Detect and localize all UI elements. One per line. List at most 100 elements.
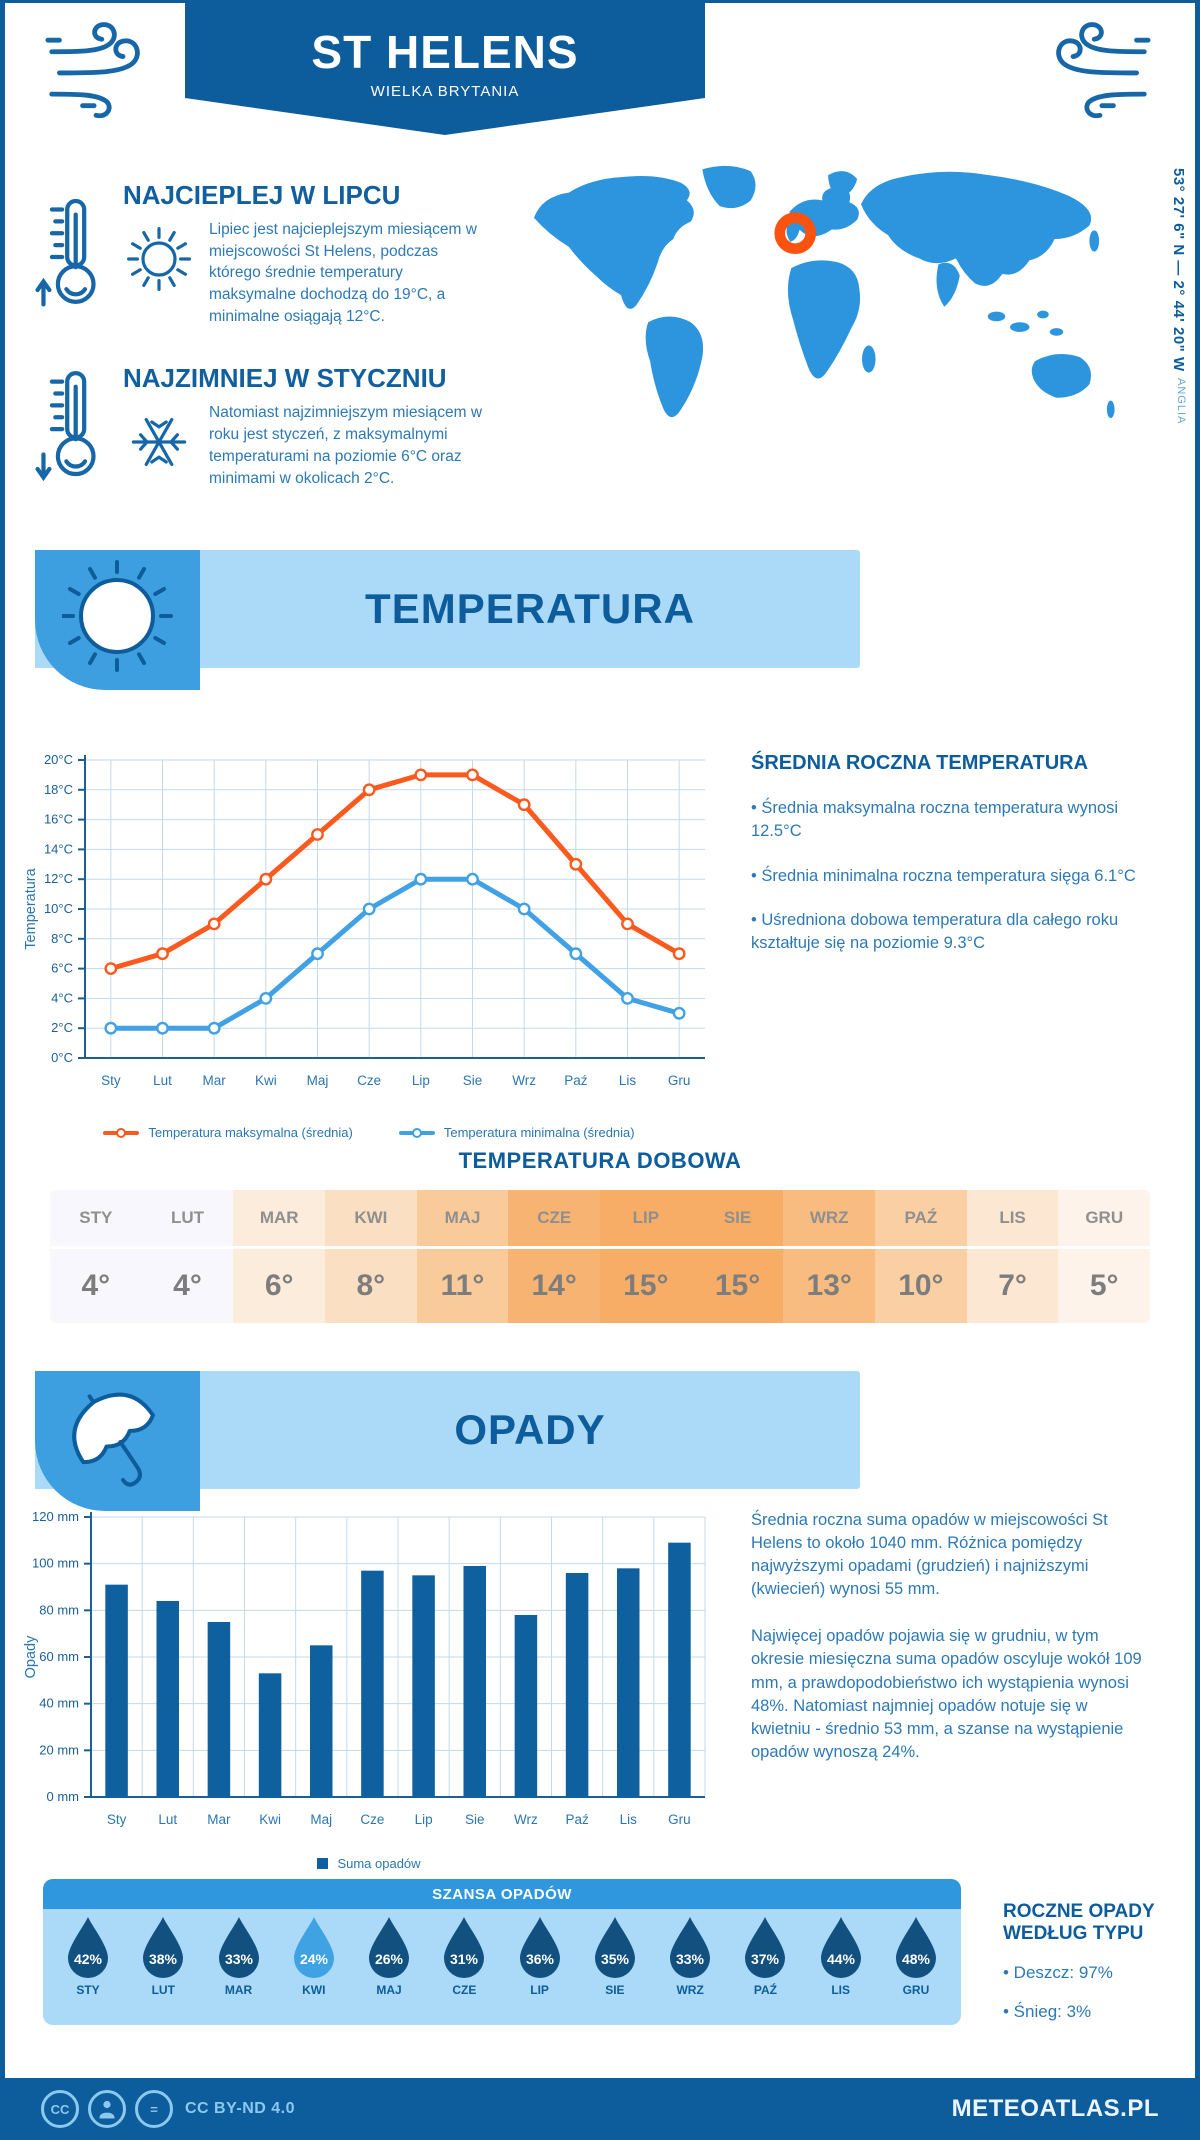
svg-text:Sie: Sie	[465, 1812, 485, 1827]
precipitation-type-title: ROCZNE OPADY WEDŁUG TYPU	[1003, 1901, 1155, 1944]
svg-text:Maj: Maj	[310, 1812, 332, 1827]
droplet-month-label: LUT	[151, 1983, 175, 1997]
summary-bullet: • Uśredniona dobowa temperatura dla całe…	[751, 911, 1119, 953]
footer: CC = CC BY-ND 4.0 METEOATLAS.PL	[5, 2078, 1195, 2140]
svg-text:120 mm: 120 mm	[32, 1509, 79, 1524]
svg-text:60 mm: 60 mm	[39, 1649, 79, 1664]
svg-text:40 mm: 40 mm	[39, 1696, 79, 1711]
droplet-icon: 24%	[293, 1917, 334, 1978]
droplet-icon: 35%	[594, 1917, 635, 1978]
legend-marker	[317, 1858, 329, 1869]
droplet-month-label: SIE	[605, 1983, 625, 1997]
world-map-block: 53° 27' 6" N — 2° 44' 20" W ANGLIA	[483, 150, 1187, 452]
warmest-title: NAJCIEPLEJ W LIPCU	[123, 180, 401, 210]
svg-text:6°C: 6°C	[51, 961, 73, 976]
temperature-line-chart: 0°C 2°C 4°C 6°C 8°C 10°C 12°C 14°C 16°C 18°C 20°C S…	[23, 752, 705, 1088]
svg-text:38%: 38%	[149, 1951, 178, 1967]
daily-temp-month: MAR	[233, 1190, 326, 1246]
daily-temp-month: LIS	[966, 1190, 1059, 1246]
droplet-month-label: STY	[76, 1983, 100, 1997]
location-marker	[774, 212, 817, 255]
svg-text:Sty: Sty	[107, 1812, 127, 1827]
thermometer-up-icon	[35, 198, 96, 307]
svg-text:Paź: Paź	[565, 1812, 589, 1827]
svg-text:Wrz: Wrz	[512, 1073, 536, 1088]
intro-section: NAJCIEPLEJ W LIPCU Lipiec jest najcieple…	[35, 150, 1187, 487]
cc-icon: CC	[41, 2090, 79, 2128]
daily-temp-column: LIS 7°	[966, 1190, 1059, 1323]
daily-temp-column: KWI 8°	[325, 1190, 417, 1323]
daily-temp-column: WRZ 13°	[783, 1190, 876, 1323]
svg-text:Mar: Mar	[203, 1073, 227, 1088]
rain-chance-droplet: 31% CZE	[433, 1915, 495, 1997]
daily-temp-column: PAŹ 10°	[875, 1190, 967, 1323]
daily-temp-month: STY	[50, 1190, 142, 1246]
umbrella-banner-icon	[71, 1392, 155, 1487]
temperature-legend: Temperatura maksymalna (średnia) Temperat…	[19, 1125, 719, 1140]
daily-temp-value: 6°	[233, 1249, 326, 1323]
droplet-month-label: LIP	[530, 1983, 549, 1997]
daily-temp-column: GRU 5°	[1058, 1190, 1150, 1323]
svg-text:100 mm: 100 mm	[32, 1556, 79, 1571]
svg-text:Temperatura: Temperatura	[23, 867, 39, 949]
daily-temp-value: 15°	[600, 1249, 692, 1323]
droplet-icon: 33%	[218, 1917, 259, 1978]
svg-text:33%: 33%	[225, 1951, 254, 1967]
rain-chance-droplet: 33% WRZ	[659, 1915, 721, 1997]
svg-text:Lut: Lut	[153, 1073, 172, 1088]
rain-chance-droplet: 36% LIP	[509, 1915, 571, 1997]
droplet-icon: 33%	[670, 1917, 711, 1978]
svg-text:Cze: Cze	[360, 1812, 384, 1827]
wind-icon	[45, 22, 140, 119]
daily-temp-month: SIE	[691, 1190, 784, 1246]
temperature-section-title: TEMPERATURA	[365, 585, 695, 632]
droplet-month-label: KWI	[302, 1983, 326, 1997]
svg-text:36%: 36%	[526, 1951, 555, 1967]
svg-text:Opady: Opady	[23, 1635, 39, 1678]
summary-paragraph: Średnia roczna suma opadów w miejscowośc…	[751, 1511, 1108, 1599]
svg-text:0°C: 0°C	[51, 1050, 73, 1065]
legend-item: Temperatura maksymalna (średnia)	[103, 1125, 353, 1140]
temperature-banner-tab	[35, 550, 200, 690]
svg-text:18°C: 18°C	[44, 782, 73, 797]
title-banner: ST HELENS WIELKA BRYTANIA	[185, 3, 705, 135]
svg-text:20 mm: 20 mm	[39, 1742, 79, 1757]
rain-chance-droplet: 33% MAR	[208, 1915, 270, 1997]
summary-bullet: • Średnia minimalna roczna temperatura s…	[751, 866, 1136, 885]
svg-text:Gru: Gru	[668, 1812, 691, 1827]
svg-text:Gru: Gru	[668, 1073, 691, 1088]
precipitation-type-column: ROCZNE OPADY WEDŁUG TYPU • Deszcz: 97% • …	[1003, 1879, 1165, 2025]
svg-text:12°C: 12°C	[44, 871, 73, 886]
daily-temp-month: WRZ	[783, 1190, 876, 1246]
daily-temp-month: LUT	[141, 1190, 234, 1246]
droplet-month-label: MAR	[224, 1983, 253, 1997]
rain-chance-droplet: 37% PAŹ	[734, 1915, 796, 1997]
summary-bullet: • Średnia maksymalna roczna temperatura …	[751, 799, 1119, 840]
droplet-icon: 31%	[444, 1917, 485, 1978]
page-title: ST HELENS	[311, 26, 579, 78]
rain-chance-card: SZANSA OPADÓW 42% STY 38% LUT 33% MAR 24% KWI 26…	[43, 1879, 961, 2025]
legend-item: Temperatura minimalna (średnia)	[398, 1125, 635, 1140]
highlights-column: NAJCIEPLEJ W LIPCU Lipiec jest najcieple…	[35, 150, 483, 487]
svg-text:Lis: Lis	[619, 1073, 637, 1088]
svg-text:Lip: Lip	[415, 1812, 433, 1827]
precipitation-content: 0 mm 20 mm 40 mm 60 mm 80 mm 100 mm 120 mm Sty L…	[5, 1503, 1195, 1871]
droplet-month-label: PAŹ	[753, 1983, 777, 1997]
svg-text:35%: 35%	[601, 1951, 630, 1967]
rain-chance-title: SZANSA OPADÓW	[43, 1879, 961, 1909]
svg-text:33%: 33%	[676, 1951, 705, 1967]
svg-text:80 mm: 80 mm	[39, 1602, 79, 1617]
warmest-month-block: NAJCIEPLEJ W LIPCU Lipiec jest najcieple…	[35, 178, 483, 327]
coldest-title: NAJZIMNIEJ W STYCZNIU	[123, 363, 447, 394]
legend-item: Suma opadów	[317, 1856, 421, 1871]
svg-text:8°C: 8°C	[51, 931, 73, 946]
rain-chance-droplet: 38% LUT	[132, 1915, 194, 1997]
license-label: CC BY-ND 4.0	[185, 2100, 296, 2117]
daily-temp-value: 15°	[691, 1249, 784, 1323]
sun-banner-icon	[61, 560, 173, 672]
attribution-person-icon	[88, 2090, 126, 2128]
brand-label: METEOATLAS.PL	[951, 2095, 1159, 2122]
precipitation-summary-column: Średnia roczna suma opadów w miejscowośc…	[751, 1503, 1169, 1871]
droplet-icon: 26%	[369, 1917, 410, 1978]
daily-temp-value: 8°	[325, 1249, 417, 1323]
